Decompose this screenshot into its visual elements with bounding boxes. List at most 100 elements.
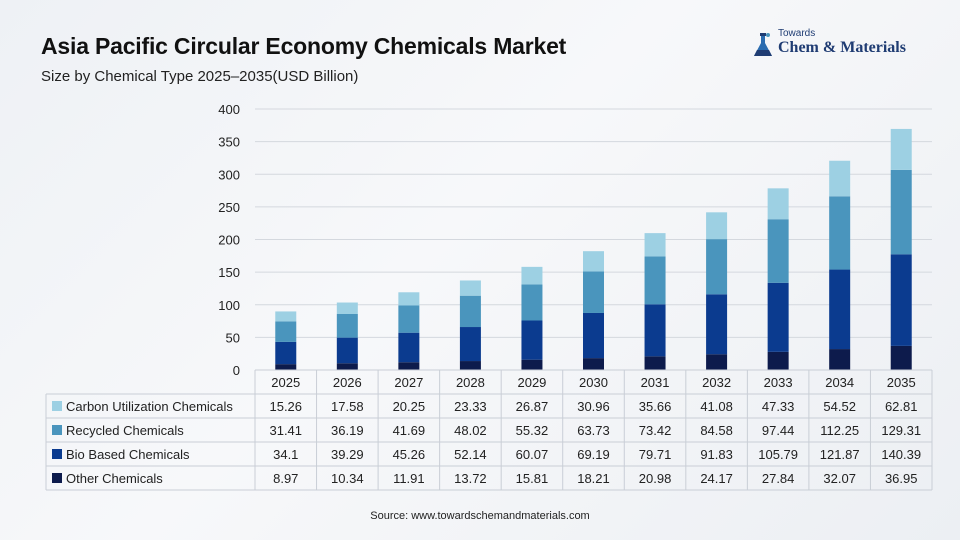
x-tick-label: 2029 <box>517 375 546 390</box>
bar-segment <box>275 341 297 365</box>
data-value: 34.1 <box>273 447 298 462</box>
x-tick-label: 2026 <box>333 375 362 390</box>
bar-segment <box>706 294 728 355</box>
data-value: 10.34 <box>331 471 364 486</box>
bar-segment <box>398 292 420 306</box>
bar-segment <box>336 363 358 370</box>
data-value: 41.69 <box>393 423 426 438</box>
bar-segment <box>890 345 912 370</box>
data-value: 13.72 <box>454 471 487 486</box>
data-value: 11.91 <box>393 471 425 486</box>
data-value: 30.96 <box>577 399 610 414</box>
x-tick-label: 2034 <box>825 375 854 390</box>
bar-segment <box>767 219 789 283</box>
y-tick-label: 0 <box>233 363 240 378</box>
legend-label: Carbon Utilization Chemicals <box>66 399 233 414</box>
bar-segment <box>275 311 297 322</box>
bar-segment <box>829 160 851 197</box>
bar-segment <box>583 271 604 313</box>
data-value: 36.19 <box>331 423 364 438</box>
data-value: 97.44 <box>762 423 795 438</box>
chart-subtitle: Size by Chemical Type 2025–2035(USD Bill… <box>41 68 359 85</box>
data-value: 129.31 <box>881 423 921 438</box>
legend-label: Bio Based Chemicals <box>66 447 190 462</box>
data-value: 35.66 <box>639 399 672 414</box>
x-tick-label: 2032 <box>702 375 731 390</box>
data-value: 91.83 <box>700 447 733 462</box>
data-value: 121.87 <box>820 447 860 462</box>
logo-tagline: Towards <box>778 28 816 39</box>
bar-segment <box>644 304 666 357</box>
data-value: 45.26 <box>393 447 426 462</box>
data-value: 20.98 <box>639 471 672 486</box>
data-value: 26.87 <box>516 399 549 414</box>
x-tick-label: 2027 <box>394 375 423 390</box>
data-value: 41.08 <box>700 399 733 414</box>
source-note: Source: www.towardschemandmaterials.com <box>370 510 590 522</box>
legend-swatch <box>52 449 62 459</box>
bar-segment <box>829 269 851 350</box>
bar-segment <box>459 361 481 370</box>
bar-segment <box>521 266 543 285</box>
legend-label: Other Chemicals <box>66 471 163 486</box>
bar-segment <box>275 321 297 342</box>
bar-segment <box>583 358 604 370</box>
data-value: 17.58 <box>331 399 364 414</box>
data-value: 79.71 <box>639 447 672 462</box>
bar-segment <box>890 169 912 255</box>
data-value: 24.17 <box>700 471 733 486</box>
brand-logo: Towards Chem & Materials <box>752 28 932 64</box>
data-value: 20.25 <box>393 399 426 414</box>
bar-segment <box>336 302 358 315</box>
data-value: 140.39 <box>881 447 921 462</box>
bar-segment <box>275 364 297 370</box>
data-value: 62.81 <box>885 399 918 414</box>
data-value: 48.02 <box>454 423 487 438</box>
data-value: 15.81 <box>516 471 549 486</box>
bar-segment <box>829 196 851 270</box>
y-tick-label: 50 <box>226 330 240 345</box>
bar-segment <box>767 282 789 352</box>
bar-segment <box>459 327 481 362</box>
legend-swatch <box>52 473 62 483</box>
data-value: 23.33 <box>454 399 487 414</box>
data-value: 84.58 <box>700 423 733 438</box>
bar-segment <box>521 359 543 370</box>
data-value: 73.42 <box>639 423 672 438</box>
data-value: 8.97 <box>273 471 298 486</box>
data-value: 112.25 <box>820 423 859 438</box>
y-tick-label: 350 <box>218 135 240 150</box>
y-tick-label: 200 <box>218 233 240 248</box>
bar-segment <box>767 188 789 220</box>
data-value: 18.21 <box>577 471 610 486</box>
data-value: 39.29 <box>331 447 364 462</box>
data-value: 47.33 <box>762 399 795 414</box>
flask-icon <box>754 33 772 56</box>
bar-segment <box>583 312 604 359</box>
bar-segment <box>583 251 604 272</box>
bar-segment <box>336 314 358 338</box>
y-tick-label: 250 <box>218 200 240 215</box>
bar-segment <box>767 351 789 370</box>
bar-segment <box>890 128 912 170</box>
stacked-bar-chart: 0 50 100 150 200 250 300 350 400 2025 2026 2027 2028… <box>45 102 933 491</box>
data-value: 52.14 <box>454 447 487 462</box>
bar-segment <box>398 332 420 363</box>
bar-segment <box>459 295 481 328</box>
legend-swatch <box>52 425 62 435</box>
data-value: 54.52 <box>823 399 856 414</box>
bar-segment <box>644 256 666 305</box>
data-value: 15.26 <box>269 399 302 414</box>
y-tick-label: 100 <box>218 298 240 313</box>
x-tick-label: 2028 <box>456 375 485 390</box>
bar-segment <box>459 280 481 296</box>
bar-segment <box>706 354 728 370</box>
bar-segment <box>644 356 666 370</box>
y-tick-label: 400 <box>218 102 240 117</box>
bar-segment <box>644 233 666 257</box>
x-tick-label: 2033 <box>764 375 793 390</box>
y-tick-label: 300 <box>218 167 240 182</box>
legend-label: Recycled Chemicals <box>66 423 184 438</box>
data-value: 31.41 <box>269 423 302 438</box>
legend-swatch <box>52 401 62 411</box>
